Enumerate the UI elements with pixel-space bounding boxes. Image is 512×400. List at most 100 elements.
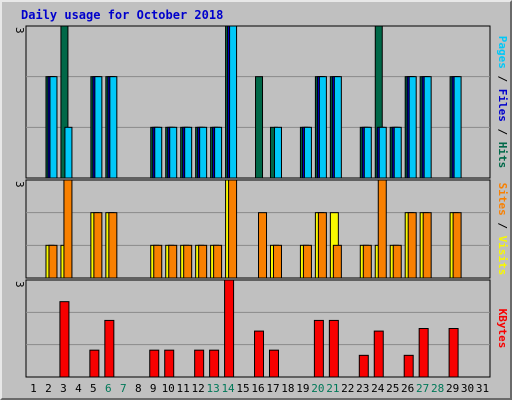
bar-sites-day-12: [198, 244, 208, 279]
day-label-17: 17: [266, 382, 279, 395]
bar-sites-day-5: [93, 212, 103, 279]
bar-sites-day-3: [63, 179, 73, 279]
bar-pages-day-24: [378, 126, 387, 179]
side-label-part: /: [496, 69, 509, 89]
day-label-18: 18: [281, 382, 294, 395]
day-label-14: 14: [221, 382, 235, 395]
bar-pages-day-23: [363, 126, 372, 179]
side-label-part: Visits: [496, 236, 509, 276]
chart-title: Daily usage for October 2018: [21, 8, 224, 22]
bar-sites-day-13: [213, 244, 223, 279]
bar-kbytes-day-6: [104, 319, 115, 378]
bar-kbytes-day-3: [59, 301, 70, 378]
bar-sites-day-29: [452, 212, 462, 279]
bar-sites-day-10: [168, 244, 178, 279]
day-label-31: 31: [476, 382, 489, 395]
side-label-part: Files: [496, 89, 509, 122]
day-label-12: 12: [192, 382, 205, 395]
bar-pages-day-6: [109, 76, 118, 179]
day-label-3: 3: [60, 382, 67, 395]
bar-pages-day-29: [453, 76, 462, 179]
day-label-4: 4: [75, 382, 82, 395]
side-label-kbytes: KBytes: [496, 309, 509, 349]
day-label-15: 15: [236, 382, 249, 395]
bar-kbytes-day-9: [149, 349, 160, 378]
bar-kbytes-day-23: [358, 354, 369, 378]
day-label-13: 13: [206, 382, 219, 395]
day-label-21: 21: [326, 382, 339, 395]
bar-sites-day-2: [48, 244, 58, 279]
day-label-30: 30: [461, 382, 474, 395]
side-label-part: KBytes: [496, 309, 509, 349]
bar-kbytes-day-17: [268, 349, 279, 378]
bar-pages-day-11: [184, 126, 193, 179]
panel-max-label: 3: [13, 181, 26, 188]
day-label-6: 6: [105, 382, 112, 395]
bar-pages-day-20: [318, 76, 327, 179]
day-label-1: 1: [30, 382, 37, 395]
bar-kbytes-day-10: [164, 349, 175, 378]
bar-kbytes-day-21: [328, 319, 339, 378]
bar-sites-day-14: [228, 179, 238, 279]
day-label-16: 16: [251, 382, 264, 395]
bar-sites-day-24: [377, 179, 387, 279]
day-label-25: 25: [386, 382, 399, 395]
side-label-part: Pages: [496, 36, 509, 69]
bar-sites-day-27: [422, 212, 432, 279]
bar-kbytes-day-14: [224, 279, 235, 378]
bar-kbytes-day-26: [403, 354, 414, 378]
day-label-11: 11: [177, 382, 190, 395]
bar-pages-day-21: [333, 76, 342, 179]
side-label-hits-files-pages: Pages / Files / Hits: [496, 36, 509, 169]
bar-sites-day-21: [332, 244, 342, 279]
bar-pages-day-19: [303, 126, 312, 179]
bar-sites-day-23: [362, 244, 372, 279]
bar-kbytes-day-24: [373, 330, 384, 378]
bar-pages-day-5: [94, 76, 103, 179]
day-label-24: 24: [371, 382, 385, 395]
day-label-7: 7: [120, 382, 127, 395]
day-label-20: 20: [311, 382, 324, 395]
bar-pages-day-14: [229, 25, 238, 179]
bar-sites-day-17: [272, 244, 282, 279]
bar-hits-day-16: [255, 76, 264, 179]
bar-pages-day-2: [49, 76, 58, 179]
bar-kbytes-day-12: [194, 349, 205, 378]
bar-kbytes-day-20: [313, 319, 324, 378]
bar-kbytes-day-27: [418, 328, 429, 378]
day-label-19: 19: [296, 382, 309, 395]
bar-kbytes-day-29: [448, 328, 459, 378]
bar-sites-day-6: [108, 212, 118, 279]
bar-pages-day-3: [64, 126, 73, 179]
bar-sites-day-11: [183, 244, 193, 279]
day-label-9: 9: [150, 382, 157, 395]
day-label-22: 22: [341, 382, 354, 395]
day-label-29: 29: [446, 382, 459, 395]
side-label-part: /: [496, 216, 509, 236]
bar-kbytes-day-5: [89, 349, 100, 378]
day-label-26: 26: [401, 382, 414, 395]
bar-kbytes-day-16: [254, 330, 265, 378]
bar-sites-day-16: [258, 212, 268, 279]
day-label-28: 28: [431, 382, 444, 395]
side-label-part: Sites: [496, 183, 509, 216]
bar-pages-day-13: [214, 126, 223, 179]
panel-max-label: 3: [13, 281, 26, 288]
side-label-part: /: [496, 122, 509, 142]
day-label-23: 23: [356, 382, 369, 395]
bar-sites-day-20: [317, 212, 327, 279]
bar-sites-day-19: [302, 244, 312, 279]
bar-pages-day-9: [154, 126, 163, 179]
day-label-8: 8: [135, 382, 142, 395]
bar-pages-day-26: [408, 76, 417, 179]
bar-sites-day-9: [153, 244, 163, 279]
bar-pages-day-12: [199, 126, 208, 179]
bar-sites-day-26: [407, 212, 417, 279]
side-label-part: Hits: [496, 142, 509, 169]
bar-pages-day-27: [423, 76, 432, 179]
day-label-2: 2: [45, 382, 52, 395]
bar-pages-day-10: [169, 126, 178, 179]
side-label-visits-sites: Sites / Visits: [496, 183, 509, 276]
bar-pages-day-17: [273, 126, 282, 179]
